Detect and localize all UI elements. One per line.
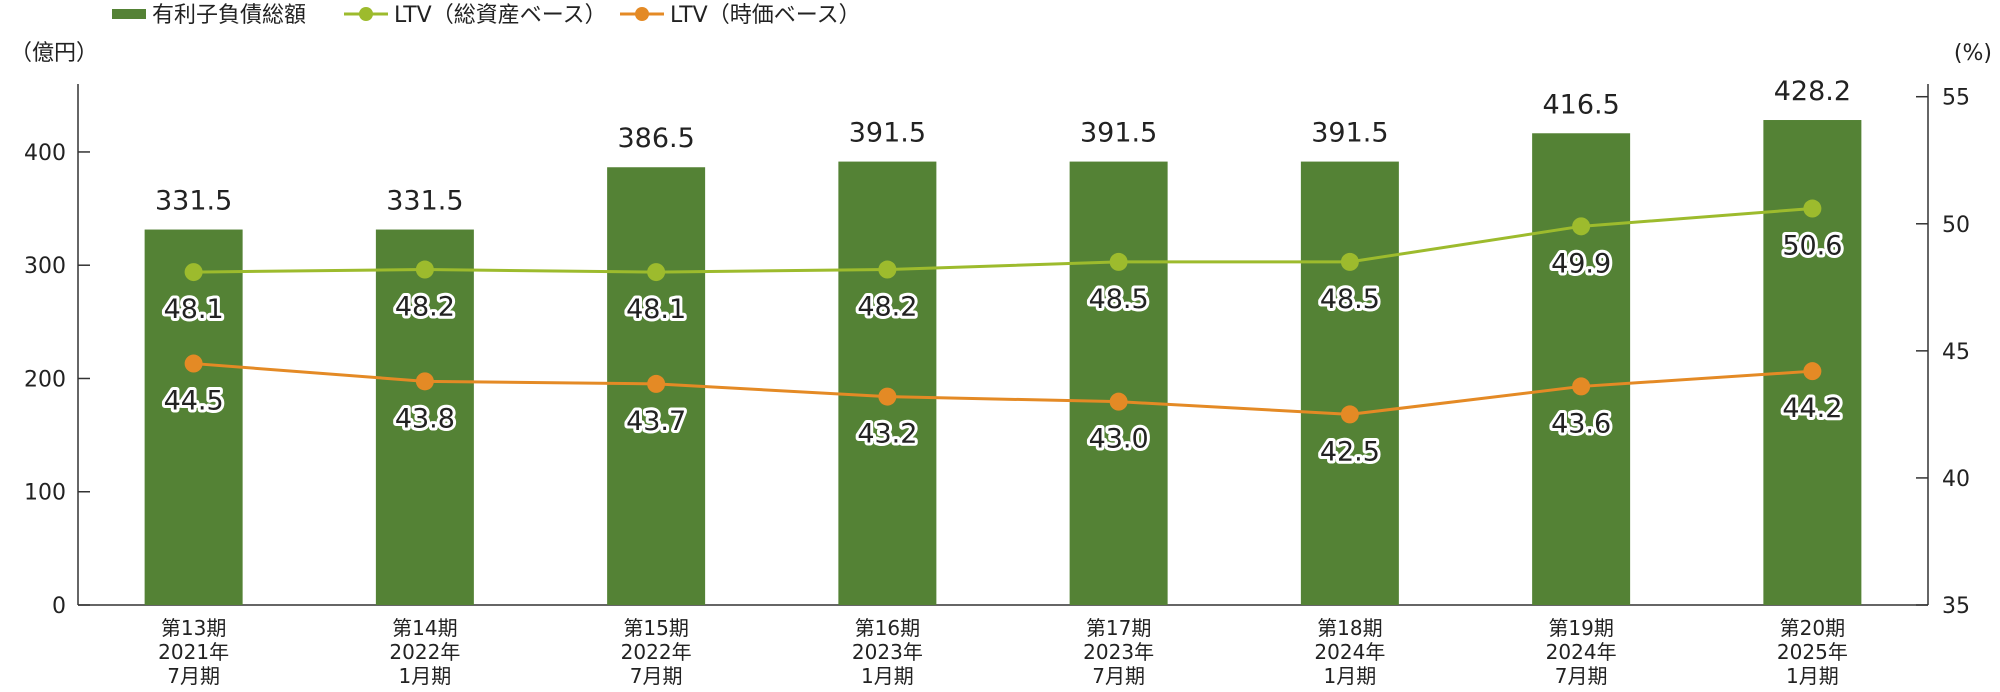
right-tick-label: 35: [1942, 594, 1970, 619]
category-label: 第14期: [392, 616, 457, 640]
category-label: 第18期: [1317, 616, 1382, 640]
line-point: [1109, 392, 1128, 411]
legend-swatch-point: [359, 7, 373, 21]
line-point: [1803, 199, 1822, 218]
line-value-label: 48.2: [395, 292, 455, 323]
category-label: 1月期: [861, 664, 914, 688]
line-point: [878, 260, 897, 279]
category-label: 2023年: [1083, 640, 1154, 664]
line-point: [647, 263, 666, 282]
bar-value-label: 391.5: [1311, 118, 1388, 149]
line-point: [1803, 362, 1822, 381]
line-value-label: 43.7: [626, 406, 686, 437]
right-tick-label: 45: [1942, 340, 1970, 365]
category-label: 第19期: [1548, 616, 1613, 640]
category-label: 2022年: [389, 640, 460, 664]
line-value-label: 43.8: [395, 403, 455, 434]
bar: [838, 161, 937, 606]
line-point: [647, 374, 666, 393]
line-point: [184, 263, 203, 282]
bar: [1069, 161, 1168, 606]
line-value-label: 43.6: [1551, 408, 1611, 439]
right-tick-label: 55: [1942, 86, 1970, 111]
bar-value-label: 391.5: [1080, 118, 1157, 149]
category-label: 第15期: [623, 616, 688, 640]
right-tick-label: 40: [1942, 467, 1970, 492]
category-label: 1月期: [1324, 664, 1377, 688]
category-label: 2023年: [852, 640, 923, 664]
category-label: 7月期: [630, 664, 683, 688]
line-value-label: 48.5: [1089, 284, 1149, 315]
category-label: 1月期: [1786, 664, 1839, 688]
left-tick-label: 200: [24, 367, 66, 392]
category-label: 2024年: [1314, 640, 1385, 664]
left-axis-unit: （億円）: [10, 41, 98, 66]
right-axis-unit: (%): [1954, 41, 1992, 66]
bar-value-label: 428.2: [1774, 76, 1851, 107]
category-label: 7月期: [167, 664, 220, 688]
left-tick-label: 100: [24, 481, 66, 506]
category-label: 2024年: [1546, 640, 1617, 664]
legend-label: 有利子負債総額: [152, 3, 306, 28]
legend: 有利子負債総額 LTV（総資産ベース） LTV（時価ベース）: [112, 3, 861, 28]
category-label: 第16期: [855, 616, 920, 640]
legend-label: LTV（時価ベース）: [670, 3, 861, 28]
data-labels: 331.5 331.5 386.5 391.5 391.5 391.5 416.5 428.2…: [155, 76, 1851, 470]
line-point: [184, 354, 203, 373]
category-label: 第20期: [1780, 616, 1845, 640]
line-point: [878, 387, 897, 406]
category-label: 7月期: [1092, 664, 1145, 688]
line-value-label: 48.2: [857, 292, 917, 323]
line-value-label: 44.5: [164, 386, 224, 417]
legend-swatch-bar: [112, 9, 146, 19]
left-tick-label: 300: [24, 254, 66, 279]
bar-value-label: 391.5: [849, 118, 926, 149]
bar-value-label: 386.5: [617, 123, 694, 154]
line-value-label: 48.1: [164, 294, 224, 325]
line-point: [1340, 252, 1359, 271]
line-value-label: 49.9: [1551, 248, 1611, 279]
category-label: 1月期: [399, 664, 452, 688]
line-point: [415, 260, 434, 279]
left-tick-label: 400: [24, 141, 66, 166]
category-label: 第17期: [1086, 616, 1151, 640]
right-tick-label: 50: [1942, 213, 1970, 238]
line-value-label: 48.5: [1320, 284, 1380, 315]
bar-value-label: 416.5: [1542, 89, 1619, 120]
line-series-1: [193, 207, 1813, 274]
line-value-label: 48.1: [626, 294, 686, 325]
bar: [1300, 161, 1399, 606]
line-value-label: 42.5: [1320, 436, 1380, 467]
category-label: 2025年: [1777, 640, 1848, 664]
category-label: 2022年: [621, 640, 692, 664]
bar-value-label: 331.5: [386, 186, 463, 217]
left-tick-label: 0: [52, 594, 66, 619]
bar: [144, 229, 243, 605]
category-labels: 第13期2021年7月期第14期2022年1月期第15期2022年7月期第16期…: [158, 616, 1848, 688]
line-point: [1109, 252, 1128, 271]
legend-swatch-point: [635, 7, 649, 21]
line-series: [184, 199, 1822, 424]
line-point: [415, 372, 434, 391]
line-value-label: 44.2: [1782, 393, 1842, 424]
line-point: [1340, 405, 1359, 424]
bar: [1532, 133, 1631, 605]
line-point: [1572, 377, 1591, 396]
line-value-label: 43.0: [1089, 424, 1149, 455]
category-label: 7月期: [1555, 664, 1608, 688]
line-value-label: 43.2: [857, 419, 917, 450]
category-label: 第13期: [161, 616, 226, 640]
line-value-label: 50.6: [1782, 231, 1842, 262]
line-series-2: [193, 362, 1813, 416]
axes: 0 100 200 300 400 35 40 45 50 55: [24, 84, 1970, 619]
bar: [375, 229, 474, 605]
bar-series: [144, 120, 1862, 606]
category-label: 2021年: [158, 640, 229, 664]
legend-label: LTV（総資産ベース）: [394, 3, 607, 28]
bar-value-label: 331.5: [155, 186, 232, 217]
line-point: [1572, 217, 1591, 236]
